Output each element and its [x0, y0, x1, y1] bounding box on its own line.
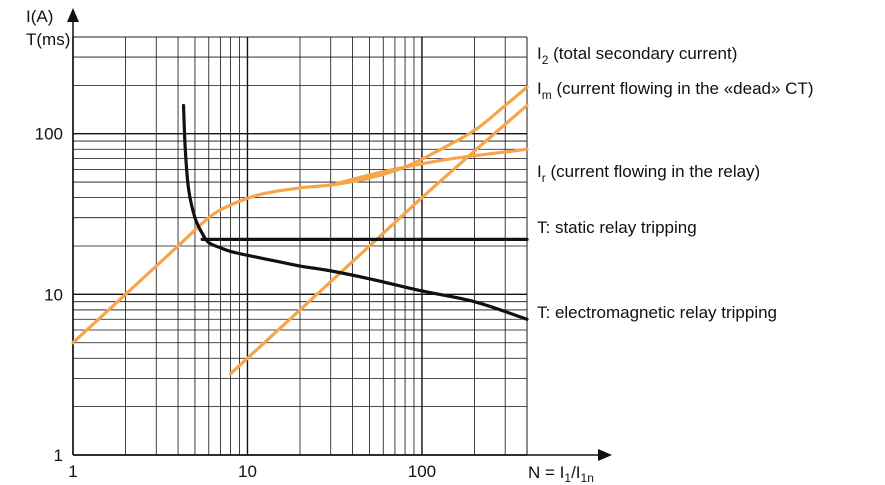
series-label-sub: m [542, 88, 552, 102]
x-tick-label: 10 [238, 462, 257, 481]
series-label-sub: 2 [542, 53, 549, 67]
x-tick-label: 1 [68, 462, 77, 481]
x-axis-label-prefix: N = I [528, 463, 564, 482]
series-label-rest: (current flowing in the relay) [546, 162, 760, 181]
y-tick-label: 10 [44, 285, 63, 304]
x-axis-label: N = I1/I1n [528, 463, 594, 485]
y-tick-label: 100 [35, 125, 63, 144]
series-group [71, 85, 529, 376]
y-axis-label-line1: I(A) [26, 7, 53, 26]
tick-labels: 1 10 100 1 10 100 [35, 125, 437, 481]
y-axis-arrow [67, 8, 79, 22]
chart-grid [72, 36, 528, 456]
series-line-ir [329, 147, 529, 187]
series-label-ir: Ir (current flowing in the relay) [537, 162, 760, 185]
series-label-t_static: T: static relay tripping [537, 218, 697, 237]
series-label-main: I [537, 44, 542, 63]
series-label-t_em: T: electromagnetic relay tripping [537, 303, 777, 322]
series-label-sub: r [542, 171, 546, 185]
series-line-t_em [181, 103, 529, 321]
chart-axes [67, 8, 612, 461]
x-tick-label: 100 [408, 462, 436, 481]
series-label-main: I [537, 79, 542, 98]
series-label-rest: (current flowing in the «dead» CT) [552, 79, 814, 98]
series-label-im: Im (current flowing in the «dead» CT) [537, 79, 813, 102]
series-label-rest: (total secondary current) [548, 44, 737, 63]
x-axis-arrow [598, 449, 612, 461]
series-label-main: I [537, 162, 542, 181]
series-label-i2: I2 (total secondary current) [537, 44, 737, 67]
series-labels: I2 (total secondary current)Im (current … [537, 44, 813, 322]
x-axis-label-mid: /I [571, 463, 580, 482]
series-label-main: T: static relay tripping [537, 218, 697, 237]
y-axis-label-line2: T(ms) [26, 30, 70, 49]
x-axis-label-sub2: 1n [581, 471, 594, 485]
x-axis-label-sub1: 1 [564, 471, 571, 485]
series-line-i2 [71, 85, 529, 345]
y-tick-label: 1 [54, 446, 63, 465]
series-line-im [228, 103, 529, 376]
series-label-main: T: electromagnetic relay tripping [537, 303, 777, 322]
